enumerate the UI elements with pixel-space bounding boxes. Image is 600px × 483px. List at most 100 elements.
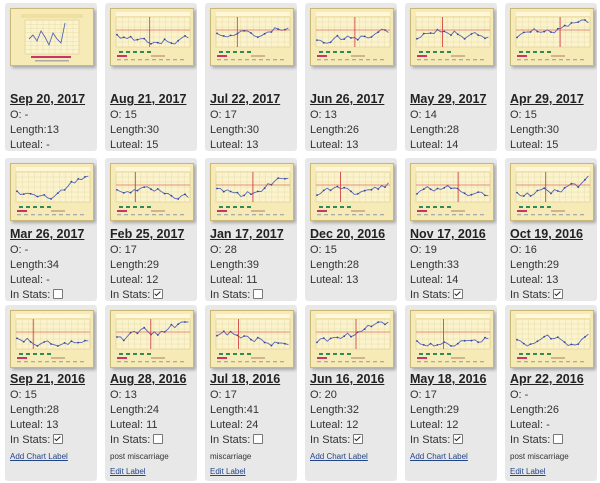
chart-thumbnail[interactable]: [10, 163, 94, 221]
cycle-date-link[interactable]: May 29, 2017: [410, 92, 487, 106]
in-stats-checkbox[interactable]: [453, 289, 464, 299]
ovulation-value: 17: [424, 389, 437, 401]
cycle-length: Length:30: [510, 123, 595, 138]
luteal-value: 13: [346, 139, 359, 151]
cycle-length: Length:39: [210, 258, 295, 273]
cycle-card: Jun 16, 2016 O: 20 Length:32 Luteal: 12 In S…: [305, 305, 397, 481]
luteal-phase: Luteal: 13: [210, 138, 295, 151]
ovulation-label: O:: [210, 244, 225, 256]
cycle-length: Length:28: [410, 123, 495, 138]
chart-thumbnail[interactable]: [310, 163, 394, 221]
in-stats-checkbox[interactable]: [53, 434, 64, 444]
chart-thumbnail[interactable]: [110, 8, 194, 66]
add-chart-label-link[interactable]: Add Chart Label: [410, 452, 468, 461]
edit-label-link[interactable]: Edit Label: [210, 467, 246, 476]
cycle-date-link[interactable]: Aug 28, 2016: [110, 372, 187, 386]
chart-thumbnail-graphic: [411, 164, 493, 220]
luteal-phase: Luteal: 13: [310, 138, 395, 151]
luteal-value: 11: [146, 419, 158, 431]
chart-thumbnail[interactable]: [410, 310, 494, 368]
cycle-date-link[interactable]: Jun 16, 2016: [310, 372, 385, 386]
cycle-date-link[interactable]: Aug 21, 2017: [110, 92, 187, 106]
in-stats-checkbox[interactable]: [153, 289, 164, 299]
chart-thumbnail-graphic: [211, 9, 293, 65]
chart-thumbnail[interactable]: [310, 310, 394, 368]
cycle-date-link[interactable]: Jul 22, 2017: [210, 92, 281, 106]
length-value: 34: [46, 259, 59, 271]
chart-thumbnail-graphic: [511, 9, 593, 65]
chart-thumbnail-graphic: [11, 311, 93, 367]
in-stats-checkbox[interactable]: [253, 434, 264, 444]
cycle-card: Mar 26, 2017 O: - Length:34 Luteal: - In Sta…: [5, 158, 97, 301]
cycle-date-link[interactable]: Oct 19, 2016: [510, 227, 583, 241]
ovulation-day: O: 15: [110, 108, 195, 123]
chart-thumbnail[interactable]: [10, 310, 94, 368]
chart-thumbnail[interactable]: [510, 310, 594, 368]
ovulation-value: 13: [124, 389, 137, 401]
cycle-date-link[interactable]: Dec 20, 2016: [310, 227, 386, 241]
chart-thumbnail[interactable]: [10, 8, 94, 66]
luteal-phase: Luteal: 13: [510, 273, 595, 288]
length-value: 30: [246, 124, 259, 136]
ovulation-value: 19: [424, 244, 437, 256]
chart-thumbnail[interactable]: [410, 163, 494, 221]
ovulation-day: O: 15: [310, 243, 395, 258]
in-stats-row: In Stats:: [10, 433, 95, 448]
ovulation-label: O:: [410, 389, 425, 401]
cycle-length: Length:28: [310, 258, 395, 273]
in-stats-checkbox[interactable]: [53, 289, 64, 299]
chart-label-text: post miscarriage: [510, 452, 569, 461]
cycle-date-link[interactable]: Feb 25, 2017: [110, 227, 185, 241]
in-stats-checkbox[interactable]: [253, 289, 264, 299]
luteal-phase: Luteal: -: [10, 273, 95, 288]
chart-thumbnail[interactable]: [310, 8, 394, 66]
luteal-phase: Luteal: 12: [310, 418, 395, 433]
ovulation-day: O: 17: [210, 108, 295, 123]
in-stats-label: In Stats:: [110, 434, 151, 446]
in-stats-checkbox[interactable]: [353, 434, 364, 444]
in-stats-checkbox[interactable]: [553, 289, 564, 299]
ovulation-label: O:: [310, 389, 325, 401]
length-value: 41: [246, 404, 259, 416]
chart-thumbnail-graphic: [111, 311, 193, 367]
cycle-date-link[interactable]: Mar 26, 2017: [10, 227, 85, 241]
add-chart-label-link[interactable]: Add Chart Label: [10, 452, 68, 461]
cycle-date-link[interactable]: Apr 29, 2017: [510, 92, 584, 106]
cycle-length: Length:26: [310, 123, 395, 138]
chart-label-text: miscarriage: [210, 452, 252, 461]
edit-label-link[interactable]: Edit Label: [110, 467, 146, 476]
cycle-date-link[interactable]: Sep 21, 2016: [10, 372, 86, 386]
ovulation-value: 17: [224, 389, 237, 401]
chart-thumbnail[interactable]: [110, 163, 194, 221]
chart-thumbnail[interactable]: [510, 163, 594, 221]
chart-thumbnail[interactable]: [210, 163, 294, 221]
luteal-label: Luteal:: [210, 419, 247, 431]
ovulation-value: 28: [224, 244, 237, 256]
cycle-date-link[interactable]: Sep 20, 2017: [10, 92, 86, 106]
chart-thumbnail-graphic: [111, 9, 193, 65]
chart-thumbnail[interactable]: [210, 8, 294, 66]
chart-thumbnail[interactable]: [410, 8, 494, 66]
in-stats-row: In Stats:: [210, 288, 295, 301]
ovulation-label: O:: [410, 244, 425, 256]
cycle-date-link[interactable]: Jul 18, 2016: [210, 372, 281, 386]
cycle-length: Length:41: [210, 403, 295, 418]
luteal-phase: Luteal: 14: [410, 273, 495, 288]
chart-thumbnail[interactable]: [510, 8, 594, 66]
edit-label-link[interactable]: Edit Label: [510, 467, 546, 476]
cycle-date-link[interactable]: Apr 22, 2016: [510, 372, 584, 386]
cycle-date-link[interactable]: Jan 17, 2017: [210, 227, 284, 241]
in-stats-checkbox[interactable]: [553, 434, 564, 444]
chart-thumbnail[interactable]: [210, 310, 294, 368]
in-stats-checkbox[interactable]: [153, 434, 164, 444]
cycle-date-link[interactable]: May 18, 2016: [410, 372, 487, 386]
luteal-value: 15: [546, 139, 559, 151]
cycle-date-link[interactable]: Jun 26, 2017: [310, 92, 385, 106]
in-stats-checkbox[interactable]: [453, 434, 464, 444]
length-value: 29: [146, 259, 159, 271]
chart-thumbnail[interactable]: [110, 310, 194, 368]
add-chart-label-link[interactable]: Add Chart Label: [310, 452, 368, 461]
cycle-date-link[interactable]: Nov 17, 2016: [410, 227, 486, 241]
ovulation-value: 13: [324, 109, 337, 121]
ovulation-label: O:: [210, 109, 225, 121]
